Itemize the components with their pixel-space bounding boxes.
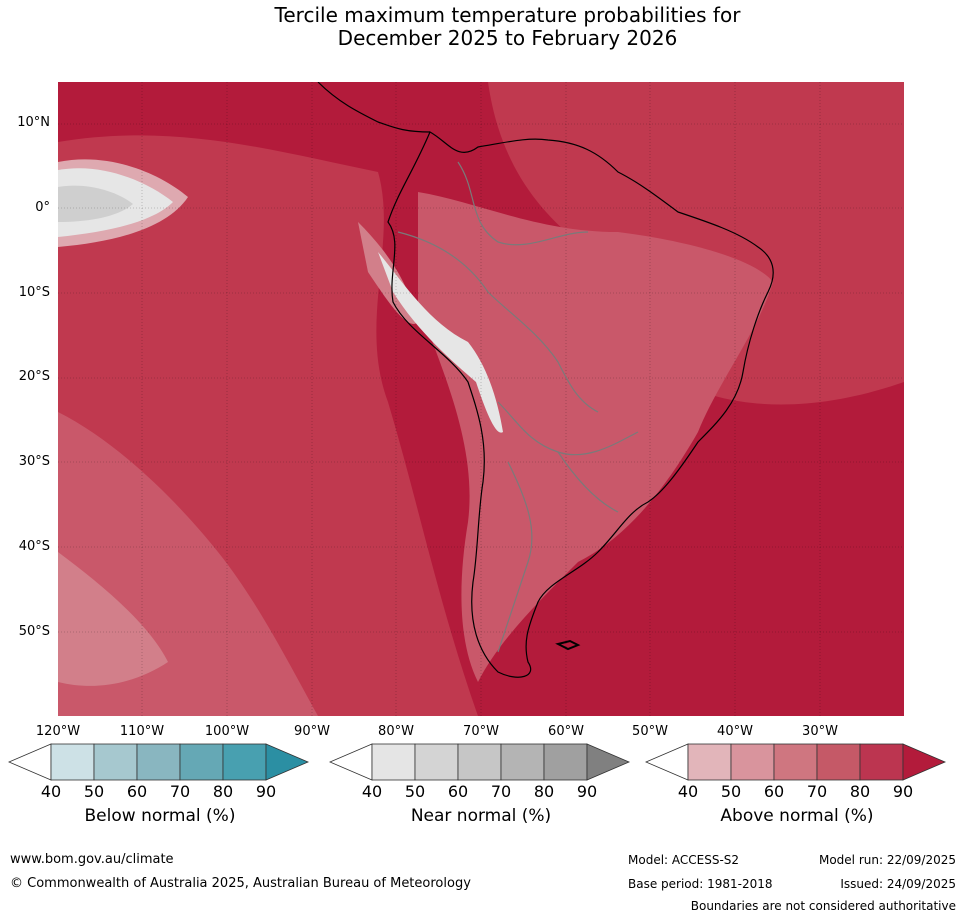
south-america-coastline <box>387 131 774 678</box>
lon-label-80w: 80°W <box>378 724 414 739</box>
graticule <box>58 82 904 716</box>
colorbar-segment <box>93 743 138 781</box>
lon-label-70w: 70°W <box>463 724 499 739</box>
colorbar-left-arrow <box>645 743 689 781</box>
colorbar-tick-label: 40 <box>361 782 383 801</box>
colorbar-tick-label: 60 <box>126 782 148 801</box>
legend-below-normal <box>8 743 310 781</box>
colorbar-segment <box>816 743 861 781</box>
probability-map <box>58 82 904 716</box>
colorbar-tick-label: 50 <box>83 782 105 801</box>
colorbar-segment <box>543 743 588 781</box>
lon-label-40w: 40°W <box>717 724 753 739</box>
title-line-1: Tercile maximum temperature probabilitie… <box>274 3 741 27</box>
lon-label-50w: 50°W <box>632 724 668 739</box>
footer-model-run: Model run: 22/09/2025 <box>818 853 956 867</box>
legend-title-near: Near normal (%) <box>410 806 552 826</box>
colorbar-tick-label: 90 <box>892 782 914 801</box>
zone-above-70-land <box>418 192 773 682</box>
colorbar-tick-label: 80 <box>849 782 871 801</box>
falkland-islands <box>555 639 581 651</box>
lat-label-30s: 30°S <box>18 454 50 469</box>
colorbar-tick-label: 80 <box>533 782 555 801</box>
colorbar-segment <box>773 743 818 781</box>
title-line-2: December 2025 to February 2026 <box>337 26 678 50</box>
map-title: Tercile maximum temperature probabilitie… <box>0 4 965 50</box>
lat-label-0: 0° <box>35 200 50 215</box>
footer-website: www.bom.gov.au/climate <box>10 852 174 867</box>
colorbar-segment <box>222 743 267 781</box>
zone-andes-light <box>378 252 503 433</box>
colorbar-tick-label: 40 <box>677 782 699 801</box>
colorbar-tick-label: 80 <box>212 782 234 801</box>
lat-label-20s: 20°S <box>18 369 50 384</box>
colorbar-segment <box>730 743 775 781</box>
colorbar-tick-label: 90 <box>255 782 277 801</box>
lon-label-60w: 60°W <box>548 724 584 739</box>
central-america-coastline <box>317 82 431 133</box>
colorbar-tick-label: 70 <box>806 782 828 801</box>
lon-label-120w: 120°W <box>35 724 81 739</box>
colorbar-left-arrow <box>329 743 373 781</box>
lon-label-100w: 100°W <box>204 724 250 739</box>
colorbar-tick-label: 60 <box>447 782 469 801</box>
colorbar-tick-label: 60 <box>763 782 785 801</box>
lon-label-30w: 30°W <box>802 724 838 739</box>
footer-base-period: Base period: 1981-2018 <box>628 877 773 891</box>
zone-above-80-atlantic <box>488 82 904 405</box>
zone-above-60-southpacific <box>58 552 168 686</box>
colorbar-segment <box>457 743 502 781</box>
colorbar-segment <box>136 743 181 781</box>
legend-above-normal <box>645 743 947 781</box>
footer-model: Model: ACCESS-S2 <box>628 853 740 867</box>
colorbar-segment <box>50 743 95 781</box>
colorbar-right-arrow <box>265 743 310 781</box>
legend-title-below: Below normal (%) <box>84 806 236 826</box>
footer-disclaimer: Boundaries are not considered authoritat… <box>690 899 956 913</box>
colorbar-segment <box>371 743 416 781</box>
lon-label-90w: 90°W <box>294 724 330 739</box>
legend-title-above: Above normal (%) <box>720 806 874 826</box>
colorbar-tick-label: 50 <box>404 782 426 801</box>
zone-near-60 <box>58 185 133 222</box>
colorbar-tick-label: 90 <box>576 782 598 801</box>
footer-issued: Issued: 24/09/2025 <box>840 877 956 891</box>
colorbar-segment <box>179 743 224 781</box>
colorbar-tick-label: 70 <box>169 782 191 801</box>
colorbar-segment <box>687 743 732 781</box>
colorbar-left-arrow <box>8 743 52 781</box>
lat-label-10s: 10°S <box>18 285 50 300</box>
colorbar-segment <box>859 743 904 781</box>
colorbar-right-arrow <box>586 743 631 781</box>
country-borders <box>397 161 639 653</box>
legend-near-normal <box>329 743 631 781</box>
colorbar-tick-label: 70 <box>490 782 512 801</box>
colorbar-tick-label: 50 <box>720 782 742 801</box>
lat-label-40s: 40°S <box>18 539 50 554</box>
lon-label-110w: 110°W <box>119 724 165 739</box>
colorbar-right-arrow <box>902 743 947 781</box>
lat-label-50s: 50°S <box>18 624 50 639</box>
colorbar-segment <box>500 743 545 781</box>
footer-copyright: © Commonwealth of Australia 2025, Austra… <box>10 876 471 891</box>
colorbar-tick-label: 40 <box>40 782 62 801</box>
lat-label-10n: 10°N <box>17 115 50 130</box>
colorbar-segment <box>414 743 459 781</box>
